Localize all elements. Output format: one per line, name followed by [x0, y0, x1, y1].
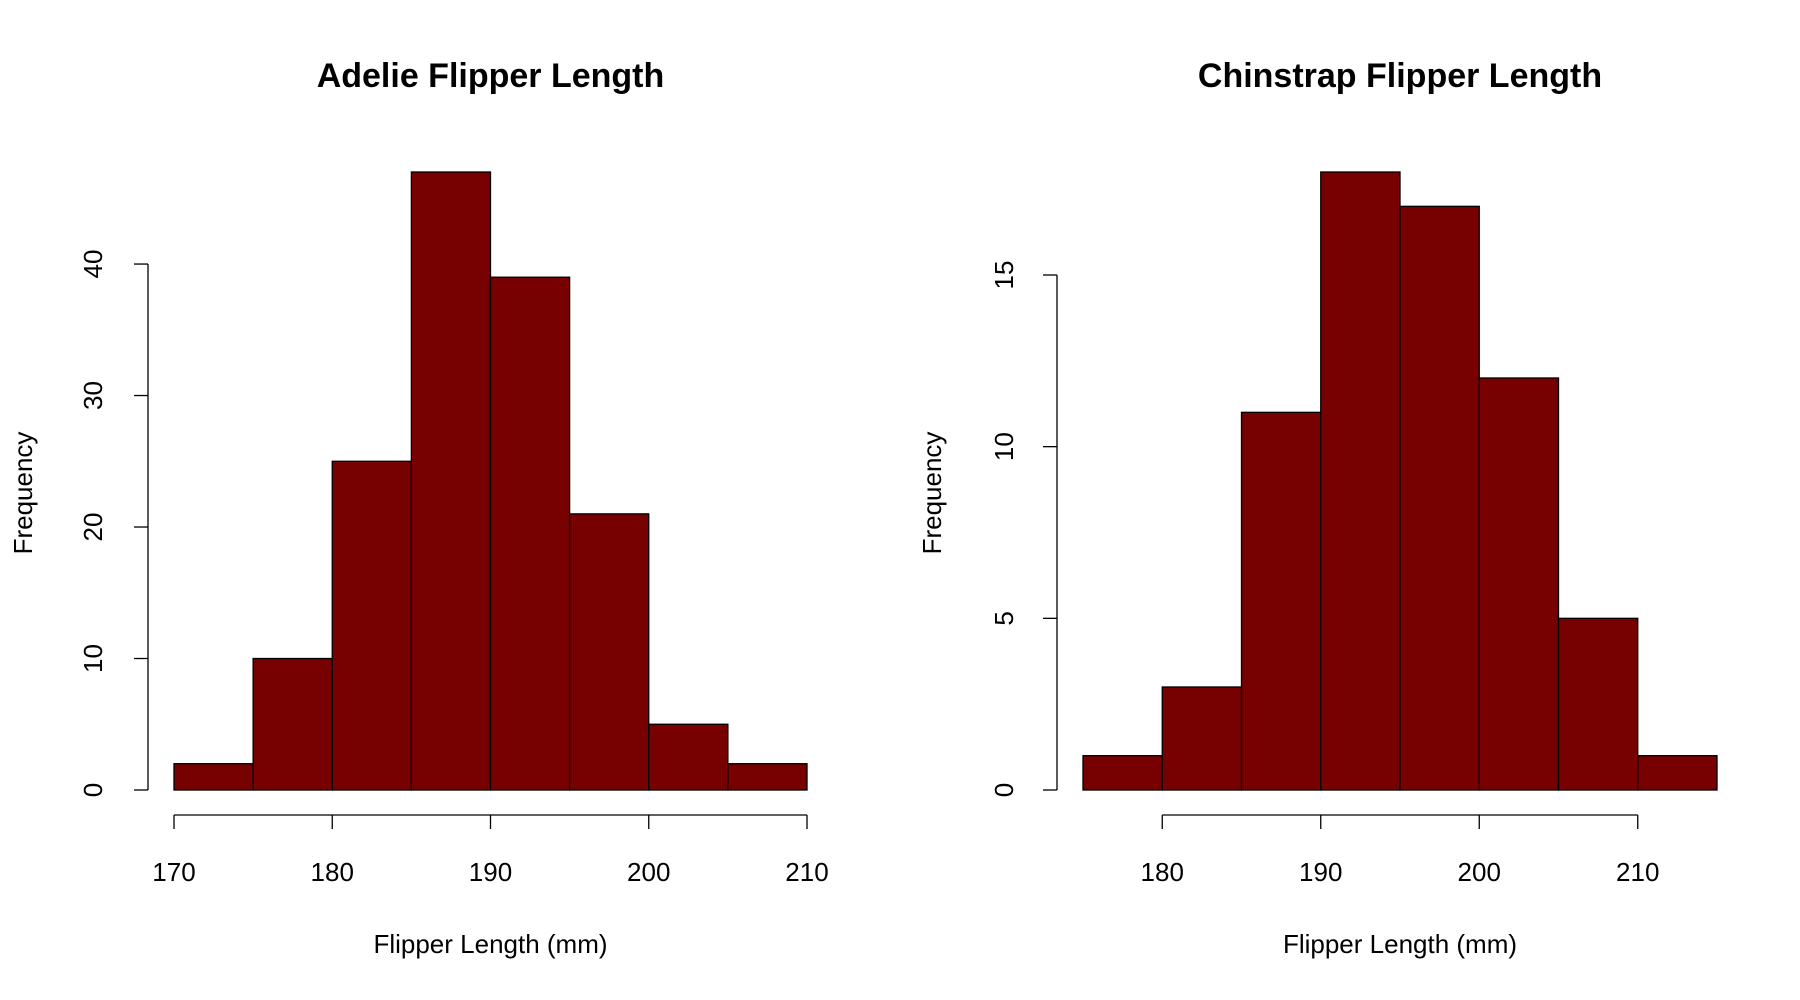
bar	[1082, 755, 1163, 791]
x-tick-label: 200	[1458, 857, 1501, 887]
bar	[1557, 617, 1639, 791]
x-tick-label: 200	[627, 857, 670, 887]
y-axis-label: Frequency	[917, 432, 947, 555]
y-tick-label: 0	[989, 783, 1019, 797]
bar	[1478, 377, 1560, 791]
y-tick-label: 5	[989, 611, 1019, 625]
chart-title: Adelie Flipper Length	[317, 57, 665, 95]
bar	[1161, 686, 1243, 791]
bar	[489, 276, 571, 791]
bar	[1320, 171, 1401, 791]
y-tick-label: 10	[78, 644, 108, 673]
x-tick-label: 190	[469, 857, 512, 887]
bar	[331, 460, 413, 791]
y-tick-label: 20	[78, 513, 108, 542]
bar	[1240, 411, 1322, 791]
x-tick-label: 190	[1299, 857, 1342, 887]
bar	[1637, 755, 1718, 791]
bar	[1399, 205, 1480, 791]
bar	[727, 763, 808, 791]
y-tick-label: 0	[78, 783, 108, 797]
x-tick-label: 180	[1141, 857, 1184, 887]
bar	[410, 171, 492, 791]
x-tick-label: 170	[152, 857, 195, 887]
x-tick-label: 180	[311, 857, 354, 887]
x-tick-label: 210	[785, 857, 828, 887]
y-tick-label: 10	[989, 432, 1019, 461]
bar	[173, 763, 254, 791]
bar	[252, 657, 333, 791]
y-tick-label: 15	[989, 261, 1019, 290]
x-axis-label: Flipper Length (mm)	[1283, 929, 1517, 959]
y-axis-label: Frequency	[8, 432, 38, 555]
bar	[648, 723, 729, 791]
bar	[568, 513, 650, 791]
chart-title: Chinstrap Flipper Length	[1198, 57, 1602, 95]
y-tick-label: 30	[78, 381, 108, 410]
x-tick-label: 210	[1616, 857, 1659, 887]
x-axis-label: Flipper Length (mm)	[373, 929, 607, 959]
y-tick-label: 40	[78, 250, 108, 279]
